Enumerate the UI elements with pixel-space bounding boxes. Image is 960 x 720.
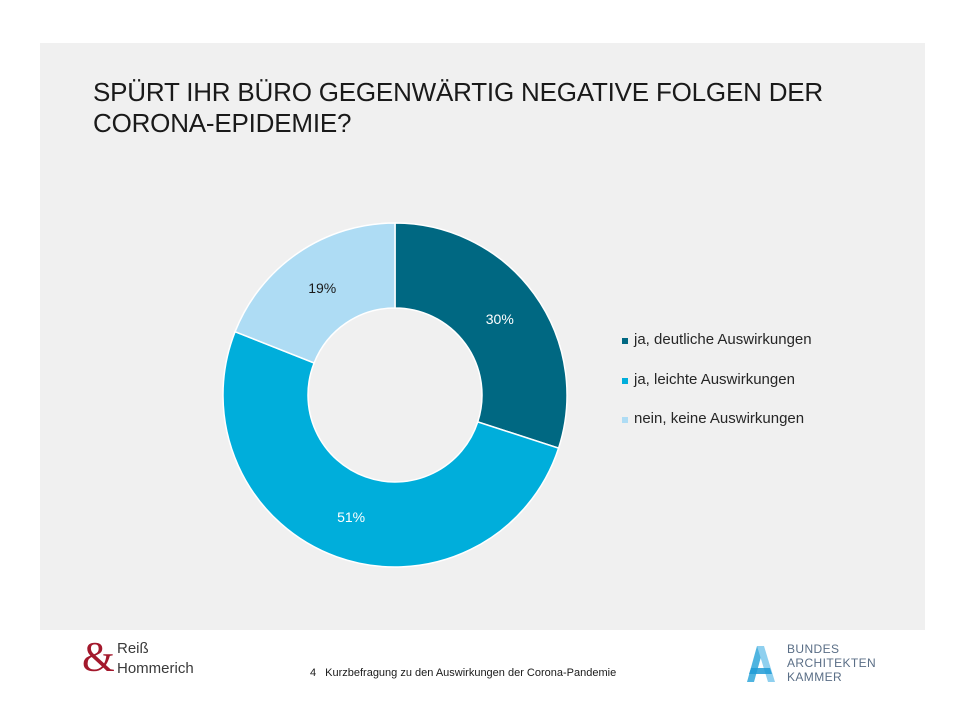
legend-swatch	[622, 377, 628, 384]
chart-legend: ja, deutliche Auswirkungen ja, leichte A…	[622, 330, 812, 449]
ampersand-logo-icon: &	[82, 635, 115, 681]
logo-text-bundes: BUNDES	[787, 642, 840, 656]
legend-swatch	[622, 417, 628, 423]
chart-title: SPÜRT IHR BÜRO GEGENWÄRTIG NEGATIVE FOLG…	[93, 77, 893, 139]
footer-caption: 4 Kurzbefragung zu den Auswirkungen der C…	[310, 667, 616, 679]
donut-slice	[234, 222, 396, 364]
legend-item-leichte: ja, leichte Auswirkungen	[622, 370, 812, 390]
chart-title-line-1: SPÜRT IHR BÜRO GEGENWÄRTIG NEGATIVE FOLG…	[93, 77, 823, 107]
page-number: 4	[310, 667, 317, 679]
legend-label: ja, deutliche Auswirkungen	[634, 331, 812, 348]
data-label: 30%	[486, 311, 514, 327]
reiss-hommerich-logo: & Reiß Hommerich	[82, 635, 222, 688]
data-label: 19%	[308, 280, 336, 296]
legend-swatch	[622, 338, 628, 344]
legend-item-keine: nein, keine Auswirkungen	[622, 409, 812, 429]
logo-text-kammer: KAMMER	[787, 670, 843, 684]
triangle-a-icon	[747, 646, 775, 682]
legend-label: ja, leichte Auswirkungen	[634, 370, 795, 388]
legend-item-deutliche: ja, deutliche Auswirkungen	[622, 330, 812, 350]
legend-label: nein, keine Auswirkungen	[634, 410, 805, 427]
logo-text-line-1: Reiß	[117, 640, 149, 657]
chart-title-line-2: CORONA-EPIDEMIE?	[93, 108, 352, 138]
donut-slice	[394, 222, 568, 450]
footer-caption-text: Kurzbefragung zu den Auswirkungen der Co…	[325, 667, 617, 679]
bundesarchitektenkammer-logo: BUNDES ARCHITEKTEN KAMMER	[737, 642, 897, 684]
logo-text-line-2: Hommerich	[117, 660, 194, 677]
data-label: 51%	[337, 509, 365, 525]
donut-slice	[222, 330, 560, 568]
logo-text-architekten: ARCHITEKTEN	[787, 656, 877, 670]
